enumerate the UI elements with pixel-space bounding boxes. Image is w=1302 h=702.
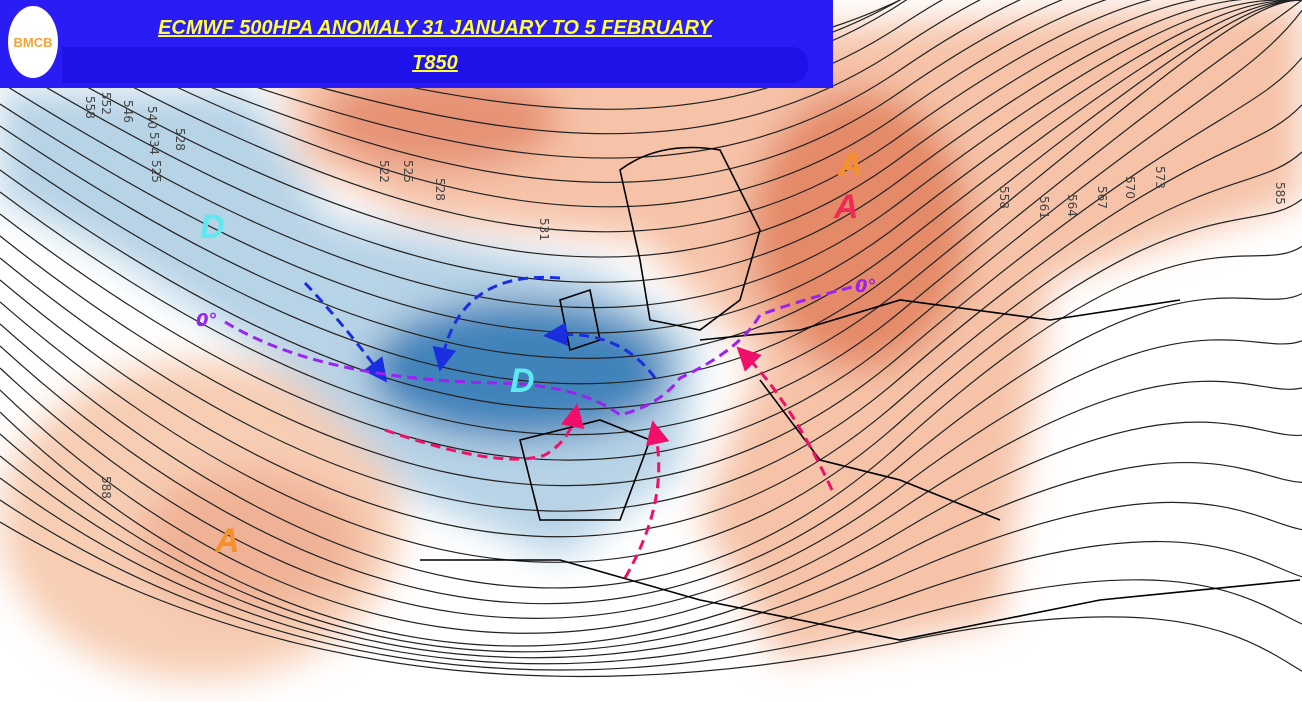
contour-line xyxy=(0,0,1302,208)
zero-degree-label: 0° xyxy=(196,310,218,331)
contour-label: 534 xyxy=(147,132,161,155)
pressure-markers: D D A A A 0° 0° xyxy=(196,146,877,560)
contour-label: 528 xyxy=(433,178,447,201)
contour-label: 540 xyxy=(145,106,159,129)
contour-line xyxy=(0,104,1302,512)
warm-core-atlantic xyxy=(140,470,360,610)
contour-line xyxy=(0,57,1302,487)
contour-label: 588 xyxy=(99,476,113,499)
blue-arrow-loop xyxy=(432,275,561,372)
contour-line xyxy=(0,0,1302,410)
contour-line xyxy=(0,0,1302,334)
contour-line xyxy=(0,477,1302,665)
warm-core-greenland xyxy=(320,70,560,170)
contour-line xyxy=(0,0,1302,283)
map-title: ECMWF 500HPA ANOMALY 31 JANUARY TO 5 FEB… xyxy=(158,17,712,39)
contour-line xyxy=(0,198,1302,563)
contour-label: 546 xyxy=(121,100,135,123)
zero-degree-label: 0° xyxy=(855,276,877,297)
contour-line xyxy=(0,521,1302,678)
pink-arrow-2 xyxy=(623,420,670,579)
cold-core xyxy=(370,300,670,440)
contour-label: 561 xyxy=(1037,196,1051,219)
high-marker: A xyxy=(214,522,240,560)
contour-line xyxy=(0,10,1302,461)
analysis-arrows xyxy=(224,275,861,579)
subtitle-band xyxy=(62,47,808,83)
contour-labels: 558 552 546 540 534 528 525 522 525 528 … xyxy=(83,92,1287,499)
contour-line xyxy=(0,0,1302,436)
contour-label: 552 xyxy=(99,92,113,115)
high-marker: A xyxy=(837,146,863,184)
contour-line xyxy=(0,380,1302,634)
contour-line xyxy=(0,0,1302,359)
contour-line xyxy=(0,293,1302,605)
contour-line xyxy=(0,455,1302,659)
contour-line xyxy=(0,151,1302,538)
contour-line xyxy=(0,433,1302,653)
contour-line xyxy=(0,0,1302,309)
contour-line xyxy=(0,339,1302,619)
contour-label: 564 xyxy=(1065,194,1079,217)
zero-isotherm xyxy=(224,283,861,417)
cold-anomaly xyxy=(0,90,700,560)
contour-line xyxy=(0,0,1302,385)
contour-label: 570 xyxy=(1123,176,1137,199)
contour-label: 525 xyxy=(149,160,163,183)
contour-label: 558 xyxy=(83,96,97,119)
pink-arrow-1 xyxy=(384,403,585,461)
contour-line xyxy=(0,245,1302,589)
map-subtitle: T850 xyxy=(412,52,458,74)
low-marker: D xyxy=(510,362,535,400)
contour-line xyxy=(0,0,1302,184)
low-marker: D xyxy=(200,208,225,246)
blue-arrow-east xyxy=(543,322,657,379)
high-marker: A xyxy=(833,188,859,226)
contour-line xyxy=(0,0,1302,233)
contour-label: 567 xyxy=(1095,186,1109,209)
contour-label: 573 xyxy=(1153,166,1167,189)
contour-label: 585 xyxy=(1273,182,1287,205)
bmcb-logo: BMCB xyxy=(8,6,58,78)
contour-label: 531 xyxy=(537,218,551,241)
logo-text: BMCB xyxy=(13,34,53,50)
blue-arrow-west xyxy=(303,281,388,383)
pink-arrow-3 xyxy=(736,346,834,491)
contour-label: 522 xyxy=(377,160,391,183)
contour-label: 558 xyxy=(997,186,1011,209)
contour-line xyxy=(0,411,1302,647)
contour-label: 525 xyxy=(401,160,415,183)
contour-label: 528 xyxy=(173,128,187,151)
contour-line xyxy=(0,0,1302,258)
